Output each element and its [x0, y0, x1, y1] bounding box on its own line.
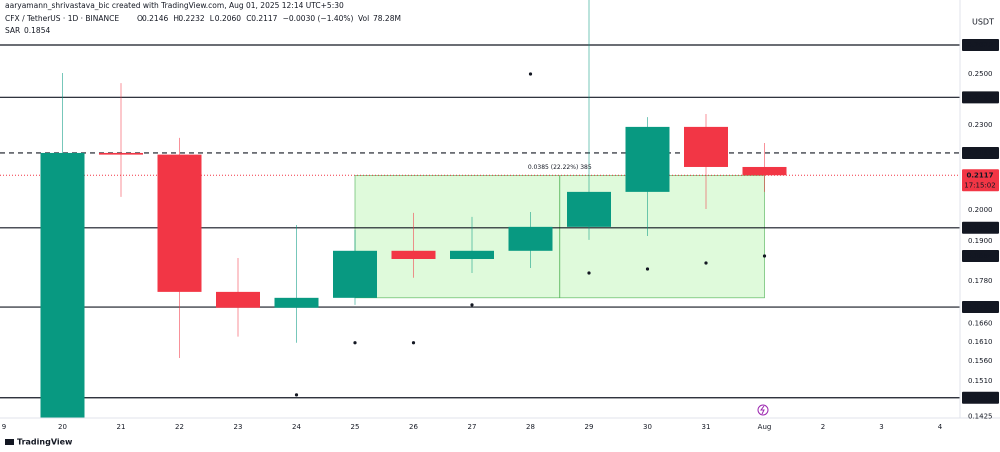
- ohlc-value: 0.2146: [142, 14, 168, 23]
- ohlc-value: 0.2117: [251, 14, 277, 23]
- x-tick-label: 4: [938, 423, 943, 431]
- ohlc-value: 78.28M: [373, 14, 401, 23]
- candle-body: [274, 297, 319, 308]
- candle-body: [742, 166, 787, 176]
- x-tick-label: 2: [821, 423, 825, 431]
- symbol: CFX / TetherUS · 1D · BINANCE: [5, 14, 119, 23]
- ohlc-key: H: [173, 14, 179, 23]
- y-tick-label: 0.2000: [968, 206, 993, 214]
- price-label: 0.1854: [966, 252, 993, 260]
- candle-body: [625, 126, 670, 192]
- sar-dot: [470, 303, 474, 307]
- candle-body: [40, 152, 85, 418]
- ohlc-key: Vol: [358, 14, 369, 23]
- price-label-bg: [962, 221, 999, 234]
- sar-dot: [645, 267, 650, 271]
- y-tick-label: 0.1660: [968, 319, 993, 327]
- x-tick-label: 20: [58, 423, 67, 431]
- x-tick-label: 28: [526, 423, 535, 431]
- x-tick-label: Aug: [758, 423, 772, 431]
- candle-body: [450, 250, 494, 259]
- ohlc-value: −0.0030 (−1.40%): [283, 14, 354, 23]
- price-label-bg: [962, 38, 999, 51]
- price-label-bg: [962, 169, 999, 192]
- candle-body: [157, 154, 202, 292]
- price-label-bg: [962, 301, 999, 314]
- countdown: 17:15:02: [964, 181, 995, 189]
- x-tick-label: 31: [702, 423, 711, 431]
- candle-body: [684, 126, 728, 167]
- price-label-bg: [962, 250, 999, 263]
- y-tick-label: 0.1510: [968, 377, 993, 385]
- candle-body: [216, 291, 260, 308]
- credit: aaryamann_shrivastava_bic created with T…: [5, 1, 344, 10]
- x-tick-label: 25: [351, 423, 360, 431]
- y-tick-label: 0.1900: [968, 237, 993, 245]
- x-tick-label: 9: [2, 423, 6, 431]
- x-tick-label: 29: [585, 423, 594, 431]
- y-tick-label: 0.1560: [968, 357, 993, 365]
- x-tick-label: 22: [175, 423, 184, 431]
- price-label-bg: [962, 391, 999, 404]
- price-label-bg: [962, 146, 999, 159]
- ohlc-key: C: [246, 14, 251, 23]
- price-label: 0.1469: [966, 394, 993, 402]
- price-label: 0.2196: [966, 149, 993, 157]
- x-tick-label: 26: [409, 423, 418, 431]
- y-tick-label: 0.1425: [968, 412, 993, 420]
- x-tick-label: 3: [879, 423, 883, 431]
- price-label: 0.2117: [966, 171, 993, 179]
- price-label: 0.2406: [966, 93, 993, 101]
- sar-dot: [411, 341, 416, 345]
- measure-label: 0.0385 (22.22%) 385: [528, 164, 592, 171]
- ohlc-value: 0.2060: [215, 14, 241, 23]
- x-tick-label: 24: [292, 423, 301, 431]
- brand-logo: [5, 439, 14, 445]
- ohlc-key: O: [137, 14, 143, 23]
- candle-body: [508, 226, 553, 251]
- x-tick-label: 30: [643, 423, 652, 431]
- candle-body: [333, 250, 377, 298]
- ohlc-key: L: [210, 14, 215, 23]
- x-tick-label: 21: [117, 423, 126, 431]
- sar-dot: [294, 393, 299, 397]
- price-label: 0.1705: [966, 303, 993, 311]
- price-label: 0.2622: [966, 41, 993, 49]
- x-tick-label: 23: [234, 423, 243, 431]
- candle-body: [99, 152, 143, 155]
- y-tick-label: 0.1610: [968, 338, 993, 346]
- sar-dot: [762, 254, 767, 258]
- indicator-value: 0.1854: [24, 26, 50, 35]
- sar-dot: [704, 261, 708, 265]
- brand: TradingView: [17, 438, 73, 447]
- ohlc-value: 0.2232: [178, 14, 204, 23]
- x-tick-label: 27: [468, 423, 477, 431]
- y-tick-label: 0.2500: [968, 70, 993, 78]
- event-icon[interactable]: [760, 405, 765, 415]
- y-tick-label: 0.1780: [968, 277, 993, 285]
- candle-body: [391, 250, 436, 259]
- y-tick-label: 0.2300: [968, 121, 993, 129]
- plot-area: [0, 0, 960, 418]
- candle-body: [567, 191, 611, 227]
- indicator-name: SAR: [5, 26, 20, 35]
- sar-dot: [587, 271, 591, 275]
- sar-dot: [528, 72, 533, 76]
- currency: USDT: [972, 18, 994, 27]
- price-label-bg: [962, 91, 999, 104]
- sar-dot: [353, 341, 357, 345]
- price-label: 0.1942: [966, 224, 993, 232]
